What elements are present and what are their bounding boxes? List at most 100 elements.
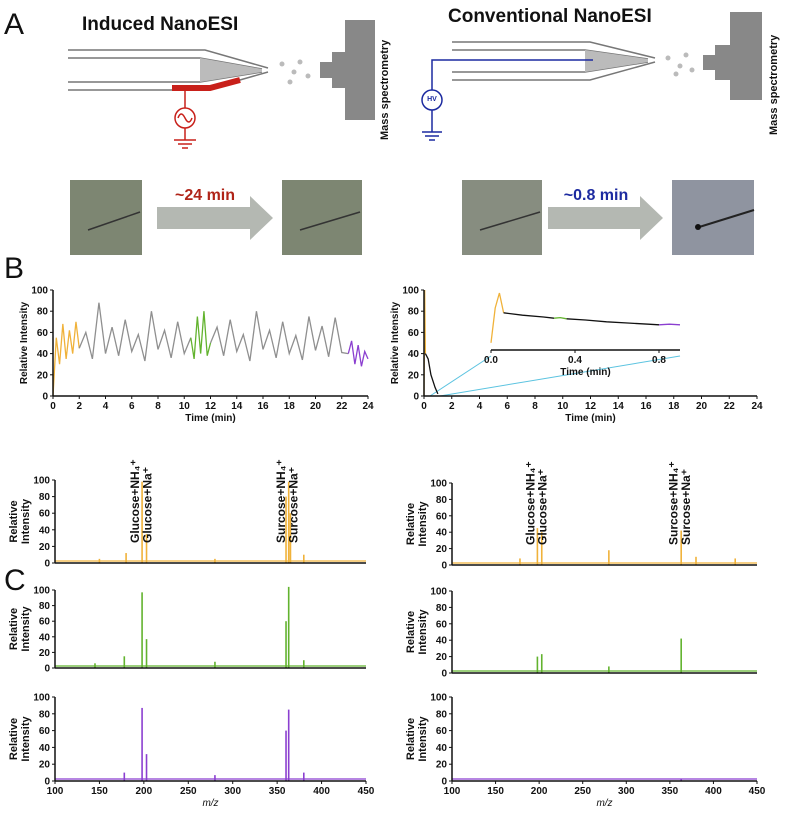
x-tick-label: 16: [640, 401, 652, 412]
y-axis-label: Intensity: [20, 606, 32, 652]
x-tick-label: 10: [179, 401, 191, 412]
y-tick-label: 60: [408, 328, 420, 339]
y-tick-label: 0: [441, 777, 447, 788]
y-tick-label: 100: [430, 587, 447, 598]
peak-annotation: Glucose+NH₄⁺: [128, 459, 142, 543]
peak-annotation: Surcose+Na⁺: [679, 469, 693, 545]
trace: [553, 316, 567, 320]
x-tick-label: 150: [487, 786, 504, 797]
y-tick-label: 20: [39, 760, 51, 771]
y-axis-label: Relative Intensity: [19, 301, 30, 384]
x-tick-label: 250: [574, 786, 591, 797]
trace: [490, 292, 505, 343]
hv-label: HV: [427, 96, 437, 103]
y-axis-label: Relative Intensity: [390, 301, 401, 384]
x-tick-label: 14: [231, 401, 243, 412]
x-tick-label: 24: [751, 401, 763, 412]
x-axis-label: m/z: [202, 798, 218, 809]
y-tick-label: 20: [436, 652, 448, 663]
x-tick-label: 8: [155, 401, 161, 412]
y-tick-label: 40: [408, 349, 420, 360]
y-tick-label: 0: [441, 669, 447, 680]
x-tick-label: 400: [705, 786, 722, 797]
x-tick-label: 18: [284, 401, 296, 412]
x-tick-label: 100: [444, 786, 461, 797]
peak-annotation: Glucose+Na⁺: [536, 469, 550, 545]
x-tick-label: 0.0: [484, 355, 498, 366]
x-tick-label: 20: [696, 401, 708, 412]
x-tick-label: 22: [724, 401, 736, 412]
y-tick-label: 20: [408, 370, 420, 381]
x-tick-label: 400: [313, 786, 330, 797]
x-tick-label: 350: [662, 786, 679, 797]
x-tick-label: 24: [362, 401, 374, 412]
y-tick-label: 60: [37, 328, 49, 339]
x-tick-label: 12: [205, 401, 217, 412]
inset-connectors: [429, 355, 681, 397]
x-axis-label: Time (min): [185, 413, 235, 424]
x-tick-label: 150: [91, 786, 108, 797]
x-tick-label: 14: [613, 401, 625, 412]
x-tick-label: 12: [585, 401, 597, 412]
x-tick-label: 2: [449, 401, 455, 412]
x-tick-label: 100: [47, 786, 64, 797]
y-tick-label: 20: [39, 542, 51, 553]
y-tick-label: 60: [39, 617, 51, 628]
peak-annotation: Glucose+Na⁺: [140, 467, 154, 543]
ms-label: Mass spectrometry: [768, 34, 780, 135]
trace: [566, 318, 660, 326]
panel-label: B: [4, 252, 24, 285]
x-tick-label: 450: [749, 786, 766, 797]
time-label: ~0.8 min: [564, 187, 628, 204]
y-tick-label: 80: [39, 601, 51, 612]
y-tick-label: 100: [402, 286, 419, 297]
y-tick-label: 40: [39, 632, 51, 643]
y-axis-label: Relative: [405, 503, 417, 545]
y-tick-label: 60: [436, 726, 448, 737]
y-tick-label: 60: [39, 726, 51, 737]
y-tick-label: 80: [37, 307, 49, 318]
y-tick-label: 40: [436, 636, 448, 647]
y-tick-label: 20: [436, 544, 448, 555]
y-tick-label: 20: [39, 648, 51, 659]
trace: [503, 312, 555, 319]
trace: [52, 321, 80, 397]
diagram-title: Conventional NanoESI: [448, 6, 652, 27]
y-tick-label: 40: [37, 349, 49, 360]
trace: [347, 340, 369, 367]
y-axis-label: Intensity: [417, 716, 429, 762]
y-tick-label: 40: [436, 528, 448, 539]
peak-annotation: Glucose+NH₄⁺: [523, 461, 537, 545]
x-axis-label: Time (min): [565, 413, 615, 424]
y-axis-label: Relative: [8, 500, 20, 542]
x-tick-label: 0: [421, 401, 427, 412]
x-tick-label: 450: [358, 786, 375, 797]
x-tick-label: 8: [532, 401, 538, 412]
y-tick-label: 100: [33, 476, 50, 487]
trace: [78, 302, 192, 362]
x-tick-label: 200: [136, 786, 153, 797]
panel-label: A: [4, 8, 24, 41]
y-axis-label: Relative: [405, 611, 417, 653]
x-tick-label: 20: [310, 401, 322, 412]
y-tick-label: 40: [436, 743, 448, 754]
x-tick-label: 4: [477, 401, 483, 412]
y-tick-label: 80: [408, 307, 420, 318]
y-tick-label: 100: [430, 693, 447, 704]
x-tick-label: 0.4: [568, 355, 582, 366]
x-axis-label: m/z: [596, 798, 612, 809]
time-label: ~24 min: [175, 187, 235, 204]
y-axis-label: Relative: [8, 608, 20, 650]
y-tick-label: 0: [441, 561, 447, 572]
x-tick-label: 200: [531, 786, 548, 797]
photos: [70, 180, 755, 255]
x-axis-label: Time (min): [560, 367, 610, 378]
y-tick-label: 100: [33, 586, 50, 597]
y-tick-label: 60: [39, 509, 51, 520]
x-tick-label: 2: [76, 401, 82, 412]
y-tick-label: 0: [44, 559, 50, 570]
y-axis-label: Intensity: [20, 716, 32, 762]
y-tick-label: 100: [430, 479, 447, 490]
x-tick-label: 6: [129, 401, 135, 412]
peak-annotation: Surcose+Na⁺: [287, 467, 301, 543]
